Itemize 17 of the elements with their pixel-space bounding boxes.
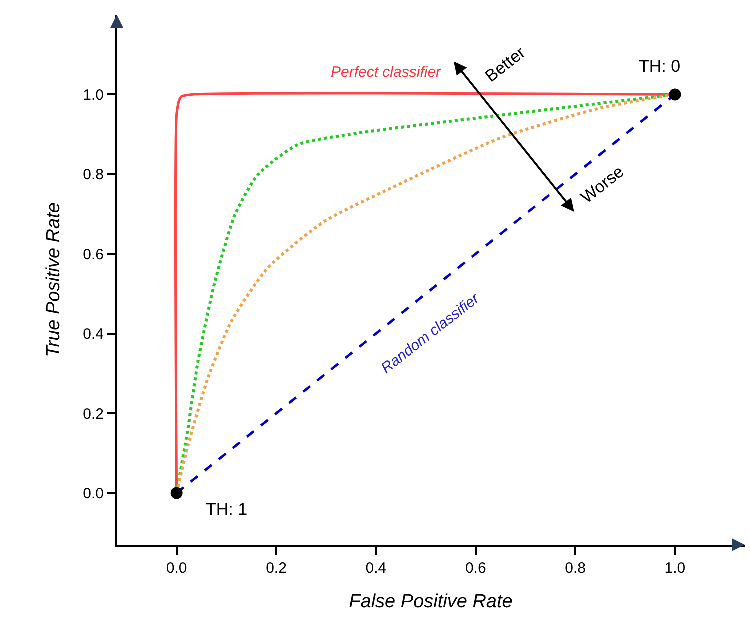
x-tick-label: 0.0 bbox=[166, 560, 188, 577]
y-tick-label: 1.0 bbox=[83, 86, 104, 104]
x-axis-title: False Positive Rate bbox=[349, 591, 513, 612]
y-tick-label: 0.8 bbox=[83, 166, 104, 184]
y-tick-label: 0.6 bbox=[83, 246, 104, 264]
y-tick-label: 0.0 bbox=[83, 485, 104, 502]
x-tick-label: 0.6 bbox=[465, 560, 486, 577]
annotation: TH: 0 bbox=[639, 57, 681, 76]
annotation: TH: 1 bbox=[206, 500, 248, 519]
x-tick-label: 1.0 bbox=[664, 560, 686, 577]
x-tick-label: 0.2 bbox=[266, 560, 287, 577]
y-tick-label: 0.4 bbox=[83, 326, 104, 344]
y-tick-label: 0.2 bbox=[83, 406, 104, 423]
y-axis-title: True Positive Rate bbox=[43, 202, 64, 358]
x-tick-label: 0.4 bbox=[366, 560, 387, 577]
x-tick-label: 0.8 bbox=[565, 560, 586, 577]
annotation: Perfect classifier bbox=[331, 64, 442, 81]
